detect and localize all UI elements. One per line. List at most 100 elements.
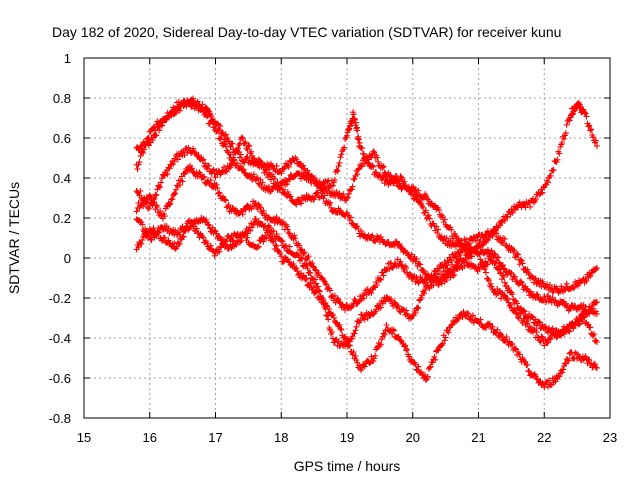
data-point (583, 113, 590, 120)
data-point (468, 253, 475, 260)
data-point (403, 347, 410, 354)
data-point (323, 302, 330, 309)
data-point (558, 331, 565, 338)
data-point (303, 261, 310, 268)
data-point (354, 223, 361, 230)
data-point (255, 243, 262, 250)
data-point (336, 159, 343, 166)
data-point (246, 143, 253, 150)
data-point (593, 311, 600, 317)
data-point (464, 310, 471, 316)
data-point (137, 240, 144, 247)
data-point (370, 148, 377, 155)
data-point (592, 308, 599, 315)
data-point (514, 300, 520, 307)
data-point (251, 171, 257, 178)
data-point (499, 262, 506, 269)
data-point (395, 303, 402, 310)
data-point (380, 272, 387, 279)
data-point (377, 304, 384, 311)
data-point (303, 275, 310, 282)
data-point (135, 146, 142, 153)
data-point (134, 189, 141, 196)
data-point (153, 233, 160, 240)
data-point (593, 365, 600, 371)
data-point (287, 193, 294, 200)
data-point (173, 186, 179, 193)
data-point (509, 341, 516, 348)
data-point (334, 295, 341, 302)
data-point (587, 324, 594, 331)
data-point (299, 162, 306, 169)
y-tick-label: 0.2 (53, 211, 71, 226)
data-point (477, 256, 484, 263)
data-point (156, 228, 163, 235)
data-point (206, 225, 213, 232)
data-point (562, 130, 569, 137)
data-point (484, 275, 491, 282)
data-point (499, 218, 505, 225)
data-point (151, 199, 158, 206)
data-point (331, 177, 338, 183)
data-point (239, 211, 246, 218)
data-point (152, 191, 159, 198)
data-point (300, 272, 307, 279)
data-point (153, 132, 160, 139)
data-point (381, 331, 388, 338)
data-point (290, 261, 297, 267)
data-point (539, 189, 546, 196)
data-point (560, 366, 566, 373)
data-point (326, 306, 333, 312)
plot-frame (83, 57, 611, 419)
data-point (249, 224, 256, 231)
data-point (157, 184, 164, 191)
data-point (368, 234, 375, 240)
data-point (278, 182, 285, 189)
data-point (189, 165, 195, 172)
data-point (593, 265, 600, 271)
data-point (146, 225, 153, 232)
data-point (390, 179, 396, 186)
data-point (224, 135, 231, 141)
data-point (155, 123, 162, 130)
data-point (380, 173, 387, 180)
x-tick-label: 17 (208, 430, 222, 445)
data-point (423, 195, 430, 202)
data-point (227, 164, 234, 171)
data-point (309, 260, 316, 266)
data-point (204, 166, 210, 172)
data-point (244, 146, 251, 153)
data-point (435, 347, 442, 354)
data-point (556, 150, 563, 157)
data-point (366, 312, 373, 319)
data-point (200, 174, 207, 181)
data-point (424, 281, 431, 288)
data-point (269, 216, 276, 223)
data-point (565, 357, 572, 364)
data-point (547, 172, 554, 179)
data-point (435, 226, 442, 233)
data-point (348, 186, 355, 193)
data-point (350, 349, 357, 356)
data-point (448, 226, 455, 233)
data-point (139, 237, 146, 244)
data-point (494, 254, 501, 260)
data-point (451, 271, 458, 278)
data-point (257, 238, 264, 244)
data-point (284, 248, 291, 254)
data-point (361, 363, 368, 370)
data-point (425, 212, 432, 219)
data-point (201, 173, 208, 180)
data-point (286, 243, 293, 250)
data-point (146, 203, 153, 209)
data-point (502, 268, 509, 275)
data-point (212, 123, 219, 129)
data-point (328, 204, 334, 211)
y-tick-label: -0.6 (49, 371, 71, 386)
data-point (370, 163, 377, 170)
data-point (545, 179, 551, 186)
data-point (433, 223, 440, 230)
data-point (340, 191, 347, 198)
data-point (379, 164, 386, 171)
data-point (509, 291, 516, 298)
